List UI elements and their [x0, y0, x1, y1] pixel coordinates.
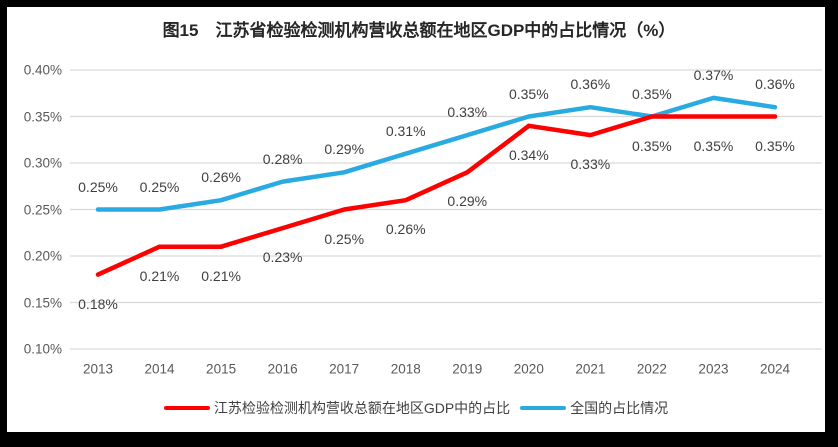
x-axis-tick-label: 2020	[513, 361, 544, 377]
data-label: 0.29%	[324, 141, 365, 158]
y-axis-tick-label: 0.10%	[23, 341, 62, 357]
x-axis-tick-label: 2015	[206, 361, 237, 377]
data-label: 0.35%	[693, 137, 734, 154]
data-label: 0.18%	[78, 295, 118, 312]
y-axis-tick-label: 0.40%	[23, 62, 62, 78]
data-label: 0.35%	[508, 85, 549, 102]
data-label: 0.28%	[262, 150, 303, 167]
data-label: 0.35%	[755, 137, 795, 154]
data-label: 0.21%	[139, 267, 180, 284]
y-axis-tick-label: 0.30%	[23, 155, 62, 171]
x-axis-tick-label: 2016	[267, 361, 298, 377]
data-label: 0.36%	[755, 76, 795, 93]
data-label: 0.33%	[447, 104, 488, 121]
legend-line-national-icon	[520, 405, 567, 411]
series-line	[95, 114, 778, 277]
x-axis-tick-label: 2021	[575, 361, 606, 377]
data-label: 0.29%	[447, 193, 488, 210]
x-axis-tick-label: 2024	[759, 361, 791, 377]
data-label: 0.25%	[324, 230, 365, 247]
x-axis-tick-label: 2013	[82, 361, 114, 377]
legend: 江苏检验检测机构营收总额在地区GDP中的占比 全国的占比情况	[7, 399, 825, 417]
data-label: 0.35%	[632, 137, 672, 154]
data-label: 0.26%	[385, 221, 426, 238]
data-label: 0.26%	[201, 169, 241, 186]
x-axis-tick-label: 2019	[452, 361, 483, 377]
data-label: 0.33%	[570, 156, 611, 173]
data-label: 0.23%	[262, 249, 303, 266]
data-label: 0.25%	[139, 178, 180, 195]
data-label: 0.25%	[78, 178, 118, 195]
legend-line-jiangsu-icon	[163, 405, 210, 411]
data-label: 0.31%	[385, 122, 426, 139]
y-axis-tick-label: 0.20%	[23, 248, 62, 264]
legend-label-national: 全国的占比情况	[570, 400, 669, 416]
series-line	[95, 95, 778, 212]
chart-surface	[7, 7, 825, 432]
data-label: 0.36%	[570, 76, 611, 93]
y-axis-tick-label: 0.35%	[23, 109, 62, 124]
data-label: 0.35%	[632, 85, 672, 102]
y-axis-tick-label: 0.25%	[23, 202, 62, 217]
x-axis-tick-label: 2017	[329, 361, 360, 377]
x-axis-tick-label: 2022	[636, 361, 667, 377]
data-label: 0.21%	[201, 267, 241, 284]
x-axis-tick-label: 2023	[698, 361, 729, 377]
data-label: 0.37%	[693, 66, 734, 83]
legend-label-jiangsu: 江苏检验检测机构营收总额在地区GDP中的占比	[213, 400, 511, 416]
x-axis-tick-label: 2018	[390, 361, 421, 377]
x-axis-tick-label: 2014	[144, 361, 175, 377]
y-axis-tick-label: 0.15%	[23, 295, 62, 310]
chart-title: 图15 江苏省检验检测机构营收总额在地区GDP中的占比情况（%）	[162, 21, 676, 40]
data-label: 0.34%	[508, 146, 549, 163]
